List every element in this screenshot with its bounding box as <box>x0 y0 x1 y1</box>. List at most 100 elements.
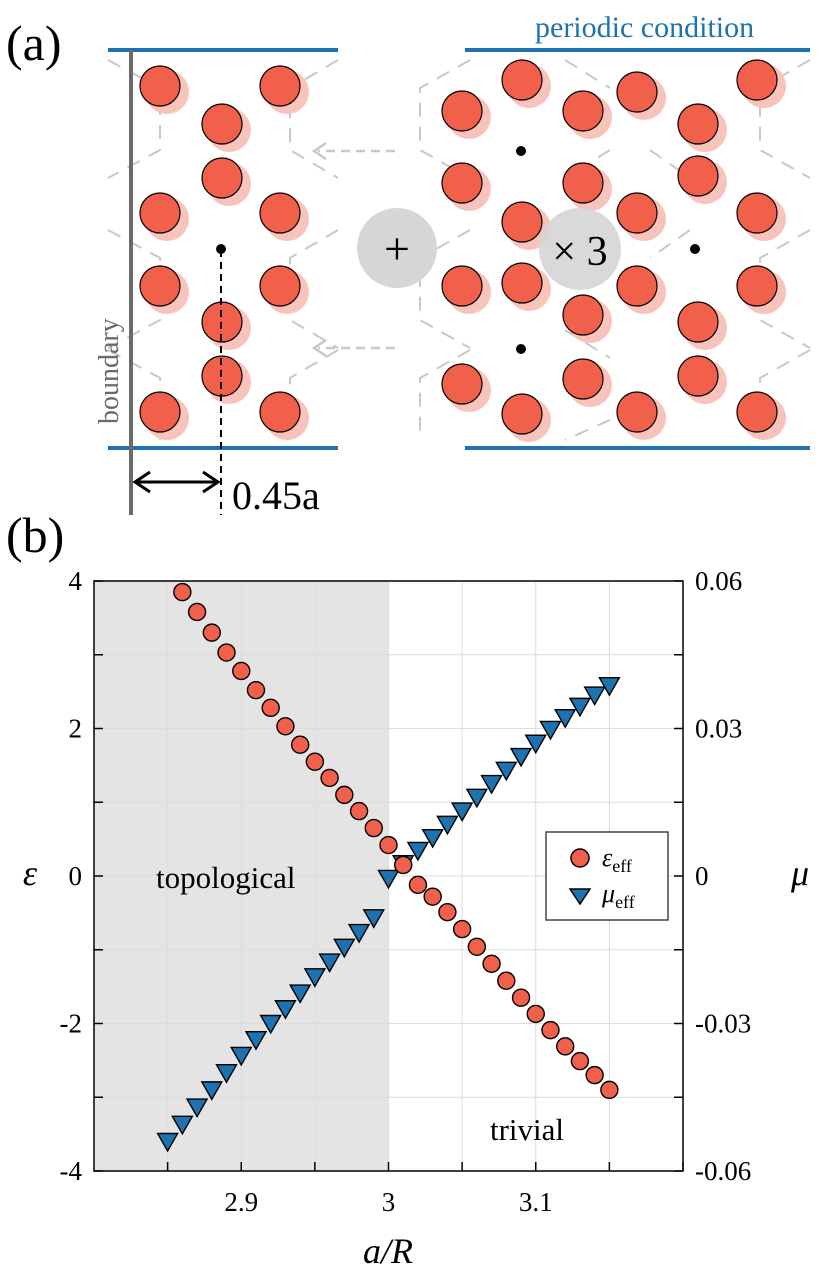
mu-eff-point <box>553 708 577 729</box>
center-dot-right-top <box>516 146 526 156</box>
x-axis-label: a/R <box>363 1231 413 1271</box>
particle <box>139 65 181 107</box>
mu-eff-point <box>318 953 341 973</box>
eps-eff-point <box>276 717 295 736</box>
particle <box>562 294 604 336</box>
hex-outline-1 <box>289 59 339 179</box>
eps-eff-point <box>232 661 251 681</box>
eps-eff-point <box>556 1037 575 1056</box>
hexagonal-cell-outlines <box>107 59 811 441</box>
mu-eff-point <box>244 1031 268 1051</box>
mu-eff-point <box>171 1115 194 1136</box>
particle <box>201 157 243 199</box>
eps-eff-point <box>290 735 310 754</box>
mu-eff-point <box>524 734 547 755</box>
offset-arrow-head-left <box>132 470 151 494</box>
particle <box>201 103 243 145</box>
offset-arrow-head-right <box>202 470 221 494</box>
particle <box>259 391 301 433</box>
eps-eff-point <box>379 835 398 855</box>
mu-eff-point <box>568 697 592 718</box>
plus-symbol: + <box>384 223 410 274</box>
mu-eff-point <box>480 774 503 795</box>
particle <box>259 65 301 107</box>
particle <box>677 155 719 197</box>
eps-eff-point <box>423 887 442 906</box>
center-dot-right-mid <box>690 244 700 254</box>
particle <box>501 59 543 101</box>
mu-eff-point <box>230 1046 253 1067</box>
y-right-tick-label: 0.06 <box>695 566 742 596</box>
particle <box>562 358 604 400</box>
particle <box>562 162 604 204</box>
mu-eff-point <box>450 802 474 823</box>
hex-outline-10 <box>419 349 471 440</box>
mu-eff-point <box>259 1014 282 1035</box>
mapping-arrow-lower-head <box>311 338 327 358</box>
eps-eff-point <box>187 602 207 622</box>
mapping-arrow-upper-head <box>311 141 327 161</box>
hex-outline-3 <box>289 229 339 349</box>
mu-eff-point <box>377 869 400 890</box>
y-axis-label-right: μ <box>790 853 809 893</box>
y-right-tick-label: 0 <box>695 861 709 891</box>
eps-eff-point <box>335 785 354 805</box>
eps-eff-point <box>570 1051 590 1071</box>
mu-eff-point <box>185 1098 209 1118</box>
particle <box>616 265 658 307</box>
eps-eff-point <box>467 937 487 956</box>
particle <box>441 90 483 132</box>
region-trivial-label: trivial <box>490 1112 564 1147</box>
eps-eff-point <box>261 698 280 718</box>
eps-eff-point <box>497 971 516 990</box>
legend-box <box>545 831 669 921</box>
hex-outline-2 <box>107 229 161 349</box>
eps-eff-point <box>320 768 339 788</box>
eps-eff-point <box>438 902 457 922</box>
legend-eps-marker <box>570 848 590 868</box>
mu-eff-point <box>583 686 606 706</box>
particle <box>616 391 658 433</box>
particle <box>139 265 181 307</box>
y-left-tick-label: 0 <box>69 861 83 891</box>
particle <box>139 391 181 433</box>
particle <box>736 59 778 101</box>
eps-eff-point <box>541 1020 560 1040</box>
mu-eff-point <box>436 815 459 836</box>
mu-eff-point <box>465 788 489 809</box>
particle <box>501 393 543 435</box>
hex-outline-6 <box>419 59 471 179</box>
eps-eff-point <box>246 680 266 700</box>
y-right-tick-label: -0.06 <box>695 1156 751 1186</box>
x-tick-label: 3.1 <box>519 1187 553 1217</box>
mu-eff-point <box>215 1063 238 1084</box>
y-left-tick-label: -4 <box>60 1156 83 1186</box>
eps-eff-point <box>408 875 428 895</box>
particle <box>259 192 301 234</box>
chart-area: 2.9 3 3.1 4 2 0 -2 -4 0.06 0.03 0 -0.03 -0.06 <box>60 566 752 1217</box>
eps-eff-point <box>217 643 236 662</box>
particle-array <box>139 59 786 442</box>
mu-eff-point <box>333 938 356 959</box>
eps-eff-point <box>394 855 413 875</box>
particle <box>616 71 658 113</box>
particle <box>441 265 483 307</box>
mu-eff-point <box>347 923 371 944</box>
hex-outline-14 <box>649 149 691 259</box>
y-right-tick-label: -0.03 <box>695 1009 751 1039</box>
particle <box>501 201 543 243</box>
particle <box>677 301 719 343</box>
eps-eff-point <box>452 919 472 939</box>
hex-outline-8 <box>419 229 471 349</box>
periodic-condition-label: periodic condition <box>535 11 754 44</box>
particle <box>501 262 543 304</box>
particle <box>441 363 483 405</box>
y-axis-label-left: ε <box>23 853 38 893</box>
mu-eff-point <box>362 909 385 929</box>
hex-outline-9 <box>759 229 811 349</box>
mu-eff-point <box>509 747 533 768</box>
hex-outline-7 <box>759 59 811 179</box>
y-left-tick-label: 2 <box>69 714 83 744</box>
mu-eff-point <box>200 1081 224 1101</box>
